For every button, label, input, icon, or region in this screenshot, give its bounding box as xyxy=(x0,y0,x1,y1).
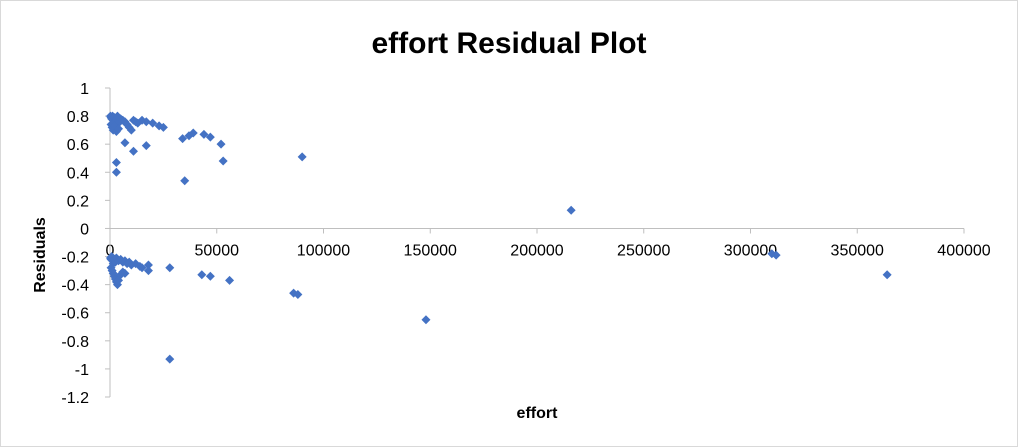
residual-point xyxy=(882,270,892,280)
residual-point xyxy=(122,120,132,130)
residual-point xyxy=(205,132,215,142)
residual-point xyxy=(216,139,226,149)
residual-point xyxy=(126,125,136,135)
x-tick-label: 100000 xyxy=(297,242,350,259)
residual-point xyxy=(218,156,228,166)
y-tick-label: -1.2 xyxy=(61,390,89,407)
x-tick-label: 150000 xyxy=(404,242,457,259)
y-tick-label: 0.6 xyxy=(67,137,89,154)
residual-point xyxy=(141,141,151,151)
residual-point xyxy=(111,157,121,167)
y-axis-title: Residuals xyxy=(32,217,49,293)
residual-point xyxy=(771,250,781,260)
x-tick-label: 50000 xyxy=(195,242,240,259)
x-axis: 0 50000 100000 150000 200000 250000 300000 3500… xyxy=(106,227,991,259)
y-tick-label: -0.4 xyxy=(61,278,89,295)
residual-point xyxy=(199,129,209,139)
residual-point xyxy=(205,271,215,281)
y-tick-label: -0.6 xyxy=(61,306,89,323)
residual-point xyxy=(293,289,303,299)
residual-point xyxy=(128,146,138,156)
residual-point xyxy=(566,205,576,215)
y-tick-label: -0.2 xyxy=(61,250,89,267)
y-axis: 1 0.8 0.6 0.4 0.2 0 -0.2 -0.4 -0.6 -0.8 -1 -1.2 xyxy=(61,81,111,407)
x-tick-label: 250000 xyxy=(617,242,670,259)
x-tick-label: 400000 xyxy=(937,242,990,259)
y-tick-label: -0.8 xyxy=(61,334,89,351)
y-tick-label: 0 xyxy=(80,221,89,238)
residual-point xyxy=(165,263,175,273)
residual-point xyxy=(143,260,153,270)
y-tick-label: -1 xyxy=(75,362,89,379)
residual-point xyxy=(120,256,130,266)
y-tick-label: 0.8 xyxy=(67,109,89,126)
residual-point xyxy=(165,354,175,364)
residual-point xyxy=(225,275,235,285)
x-tick-label: 200000 xyxy=(510,242,563,259)
residual-point xyxy=(137,263,147,273)
residual-point xyxy=(158,122,168,132)
residual-point xyxy=(120,138,130,148)
residual-point xyxy=(120,117,130,127)
y-tick-label: 0.2 xyxy=(67,193,89,210)
x-tick-label: 300000 xyxy=(724,242,777,259)
y-tick-label: 0.4 xyxy=(67,165,89,182)
residual-point xyxy=(120,268,130,278)
x-axis-title: effort xyxy=(517,405,559,422)
residual-point xyxy=(188,128,198,138)
data-points xyxy=(105,111,892,364)
residual-point xyxy=(141,117,151,127)
chart-title: effort Residual Plot xyxy=(371,27,646,60)
residual-point xyxy=(114,124,124,134)
y-tick-label: 1 xyxy=(80,81,89,98)
residual-point xyxy=(421,315,431,325)
residual-point xyxy=(197,270,207,280)
x-tick-label: 350000 xyxy=(831,242,884,259)
residual-point xyxy=(111,167,121,177)
residual-point xyxy=(143,266,153,276)
residual-point xyxy=(297,152,307,162)
residual-point xyxy=(178,134,188,144)
residual-point xyxy=(148,118,158,128)
residual-point xyxy=(180,176,190,186)
